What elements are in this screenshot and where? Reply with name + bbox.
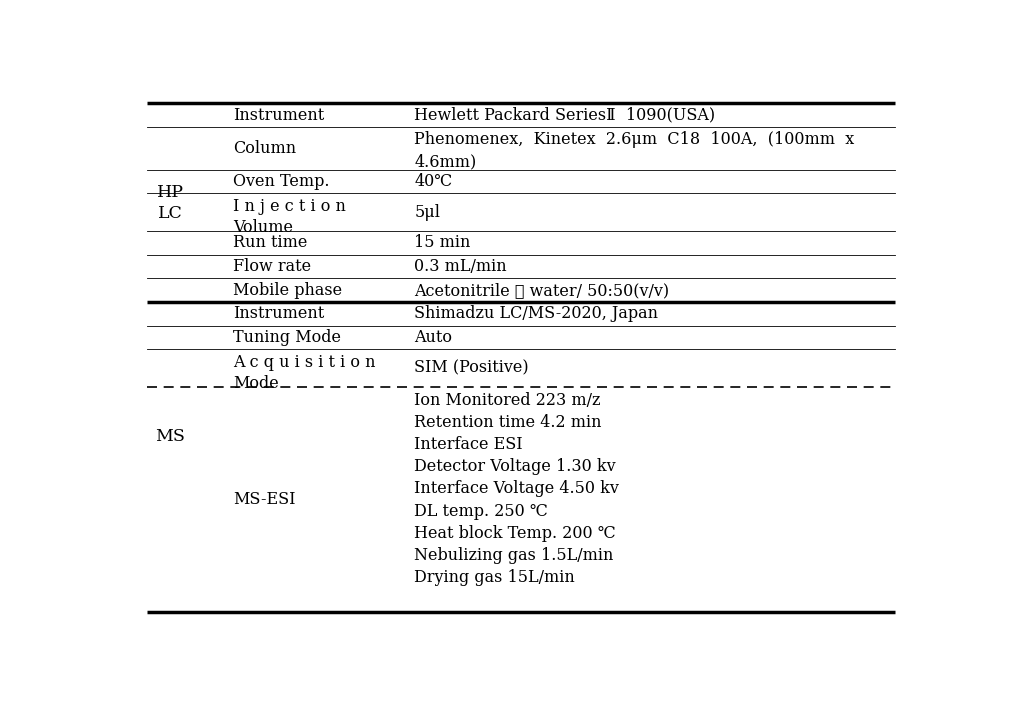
Text: Phenomenex,  Kinetex  2.6μm  C18  100A,  (100mm  x
4.6mm): Phenomenex, Kinetex 2.6μm C18 100A, (100… (415, 131, 854, 171)
Text: Acetonitrile ： water/ 50:50(v/v): Acetonitrile ： water/ 50:50(v/v) (415, 282, 670, 299)
Text: MS: MS (155, 428, 185, 445)
Text: Oven Temp.: Oven Temp. (234, 173, 330, 190)
Text: Auto: Auto (415, 329, 452, 346)
Text: 15 min: 15 min (415, 234, 470, 252)
Text: Run time: Run time (234, 234, 308, 252)
Text: Instrument: Instrument (234, 305, 324, 323)
Text: I n j e c t i o n
Volume: I n j e c t i o n Volume (234, 198, 346, 236)
Text: Column: Column (234, 140, 297, 157)
Text: 5μl: 5μl (415, 204, 440, 221)
Text: Ion Monitored 223 m/z
Retention time 4.2 min
Interface ESI
Detector Voltage 1.30: Ion Monitored 223 m/z Retention time 4.2… (415, 392, 620, 586)
Text: 0.3 mL/min: 0.3 mL/min (415, 258, 507, 275)
Text: Shimadzu LC/MS-2020, Japan: Shimadzu LC/MS-2020, Japan (415, 305, 658, 323)
Text: Hewlett Packard SeriesⅡ  1090(USA): Hewlett Packard SeriesⅡ 1090(USA) (415, 107, 715, 124)
Text: A c q u i s i t i o n
Mode: A c q u i s i t i o n Mode (234, 354, 376, 392)
Text: 40℃: 40℃ (415, 173, 452, 190)
Text: Instrument: Instrument (234, 107, 324, 124)
Text: Flow rate: Flow rate (234, 258, 312, 275)
Text: SIM (Positive): SIM (Positive) (415, 360, 529, 377)
Text: HP
LC: HP LC (156, 183, 184, 221)
Text: MS-ESI: MS-ESI (234, 491, 296, 508)
Text: Mobile phase: Mobile phase (234, 282, 342, 299)
Text: Tuning Mode: Tuning Mode (234, 329, 341, 346)
